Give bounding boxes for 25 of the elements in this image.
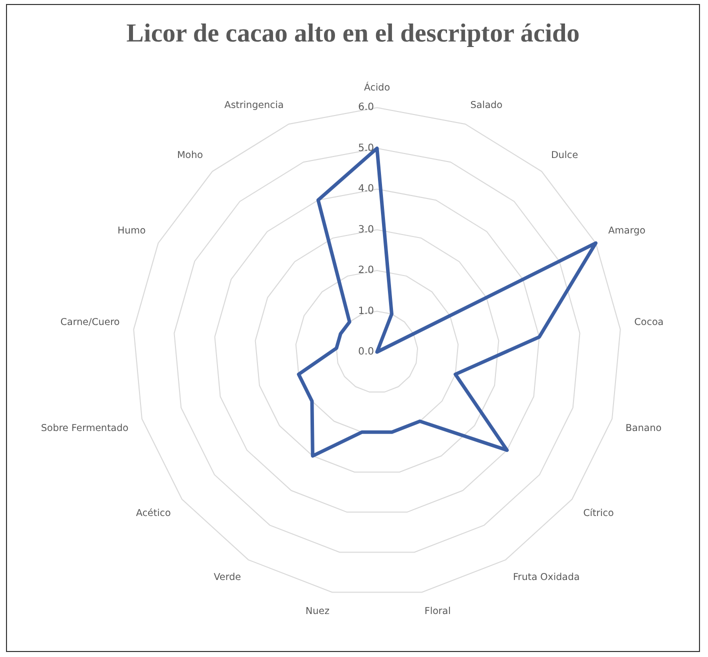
y-tick-label: 6.0 (358, 102, 374, 114)
spoke-label: Banano (626, 422, 662, 434)
spoke-label: Floral (424, 606, 451, 618)
spoke-label: Ácido (364, 81, 390, 94)
spoke-label: Nuez (306, 606, 330, 618)
y-tick-label: 5.0 (358, 142, 374, 154)
spoke-label: Salado (470, 100, 503, 111)
spoke-label: Cítrico (583, 508, 614, 519)
spoke-label: Sobre Fermentado (40, 422, 129, 434)
spoke-label: Moho (177, 150, 204, 161)
spoke-label: Fruta Oxidada (513, 572, 580, 583)
spoke-label: Amargo (608, 226, 646, 237)
spoke-label: Dulce (551, 150, 578, 161)
spoke-label: Astringencia (224, 100, 284, 111)
spoke-label: Verde (214, 572, 242, 583)
y-tick-label: 1.0 (358, 306, 374, 317)
y-tick-label: 4.0 (358, 184, 374, 195)
y-tick-label: 0.0 (358, 346, 374, 358)
spoke-label: Carne/Cuero (60, 316, 120, 328)
spoke-label: Cocoa (634, 316, 664, 328)
spoke-label: Humo (117, 226, 146, 237)
y-tick-label: 2.0 (358, 265, 374, 276)
y-tick-label: 3.0 (358, 224, 374, 236)
chart-title: Licor de cacao alto en el descriptor ácido (126, 18, 580, 48)
spoke-label: Acético (136, 508, 171, 519)
